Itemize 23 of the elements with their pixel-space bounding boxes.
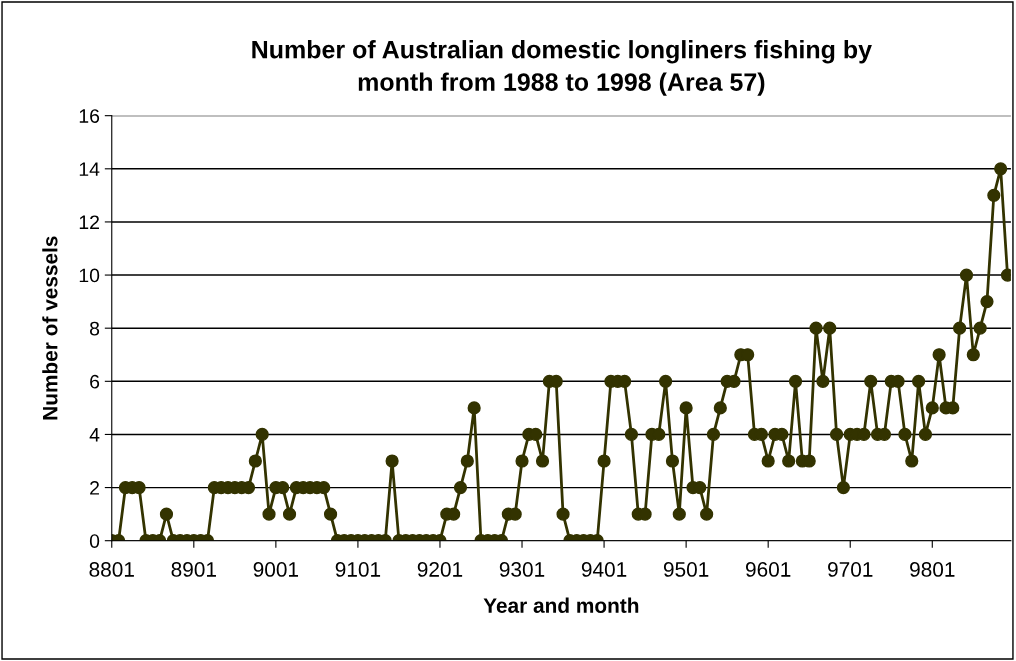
y-tick-label: 12 (79, 215, 99, 229)
x-tick-label: 9101 (335, 562, 381, 577)
x-tick-label: 9501 (663, 562, 709, 577)
x-tick-label: 8901 (171, 562, 216, 577)
y-tick-label: 16 (79, 109, 100, 123)
y-tick-label: 8 (89, 321, 100, 336)
y-tick-label: 10 (79, 268, 100, 283)
x-tick-label: 9401 (581, 562, 627, 577)
x-tick-label: 9801 (910, 562, 955, 577)
x-tick-label: 9201 (417, 562, 463, 577)
x-tick-label: 8801 (89, 562, 134, 577)
y-tick-label: 6 (90, 374, 100, 389)
x-tick-label: 9701 (828, 562, 873, 577)
y-tick-label: 0 (89, 534, 100, 548)
x-tick-label: 9001 (253, 562, 299, 577)
x-tick-label: 9601 (745, 562, 791, 577)
x-tick-label: 9301 (499, 562, 545, 577)
y-axis-title: Number of vessels (42, 236, 58, 420)
y-tick-label: 4 (89, 428, 100, 442)
x-axis-title: Year and month (483, 597, 639, 613)
y-tick-label: 2 (90, 481, 99, 495)
y-tick-label: 14 (79, 162, 100, 176)
chart-title: Number of Australian domestic longliners fishing by month from 1988 to 1998 (Area 57) (252, 40, 872, 96)
